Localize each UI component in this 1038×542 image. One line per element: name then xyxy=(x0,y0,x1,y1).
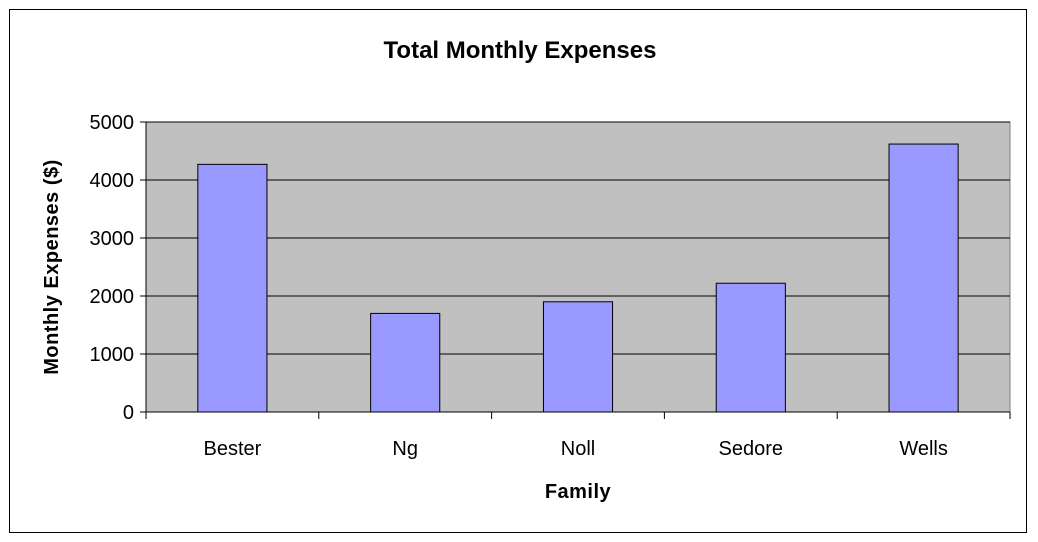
y-tick-label: 0 xyxy=(123,402,134,424)
bar-sedore xyxy=(715,282,786,413)
x-tick-label: Wells xyxy=(899,438,948,460)
bar-bester xyxy=(197,163,268,413)
x-tick-label: Bester xyxy=(203,438,261,460)
x-tick-label: Ng xyxy=(392,438,418,460)
y-axis-title: Monthly Expenses ($) xyxy=(41,159,63,375)
x-tick-label: Noll xyxy=(561,438,595,460)
bar-ng xyxy=(370,312,441,413)
y-tick-label: 4000 xyxy=(90,170,135,192)
y-tick-label: 1000 xyxy=(90,344,135,366)
x-tick-labels: Bester Ng Noll Sedore Wells xyxy=(203,438,947,460)
bar-noll xyxy=(542,301,614,413)
bars xyxy=(197,143,959,413)
x-tick-label: Sedore xyxy=(719,438,784,460)
y-tick-label: 2000 xyxy=(90,286,135,308)
bar-wells xyxy=(888,143,959,413)
y-tick-label: 5000 xyxy=(90,112,135,134)
y-tick-label: 3000 xyxy=(90,228,135,250)
axes xyxy=(140,121,1011,419)
x-axis-title: Family xyxy=(545,481,612,503)
gridlines xyxy=(146,121,1010,355)
y-tick-labels: 0 1000 2000 3000 4000 5000 xyxy=(90,112,135,424)
chart-title: Total Monthly Expenses xyxy=(384,37,657,64)
